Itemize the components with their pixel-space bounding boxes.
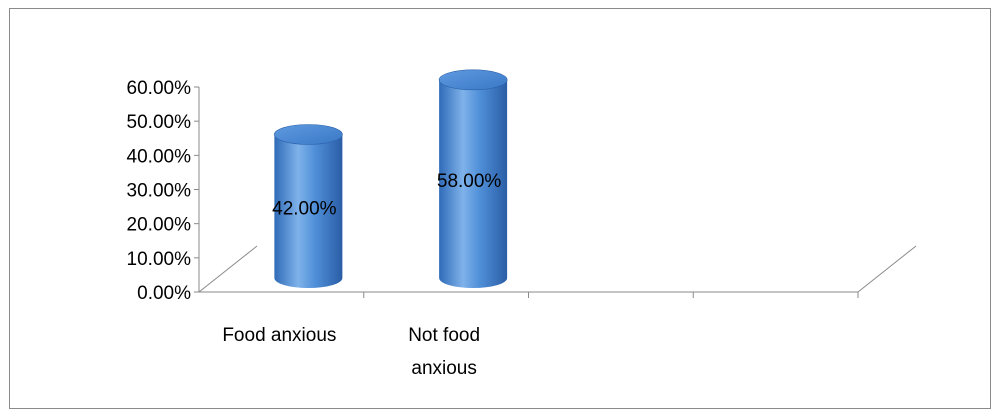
labels: 42.00% 58.00% Food anxious Not food anxious — [222, 171, 501, 379]
y-tick-label: 0.00% — [137, 283, 191, 304]
floor-left-edge — [198, 245, 258, 293]
bar — [438, 69, 508, 288]
data-label: 58.00% — [437, 171, 502, 192]
y-tick-label: 40.00% — [127, 146, 192, 167]
bar — [274, 124, 343, 288]
y-axis-ticks: 0.00% 10.00% 20.00% 30.00% 40.00% 50.00% 60.00… — [127, 78, 859, 304]
x-category-label: Not food anxious — [408, 325, 480, 379]
y-tick-label: 30.00% — [127, 181, 192, 202]
y-tick-label: 60.00% — [127, 78, 192, 99]
bar-top — [438, 69, 508, 91]
y-tick-label: 50.00% — [127, 112, 192, 133]
bar-body — [274, 134, 343, 288]
floor-right-edge — [857, 245, 917, 293]
bar-top — [274, 124, 343, 145]
data-label: 42.00% — [272, 198, 337, 219]
y-tick-label: 10.00% — [127, 249, 192, 270]
y-tick-label: 20.00% — [127, 215, 192, 236]
bar-body — [439, 79, 508, 288]
x-category-label: Food anxious — [222, 325, 336, 346]
bars — [274, 69, 508, 288]
